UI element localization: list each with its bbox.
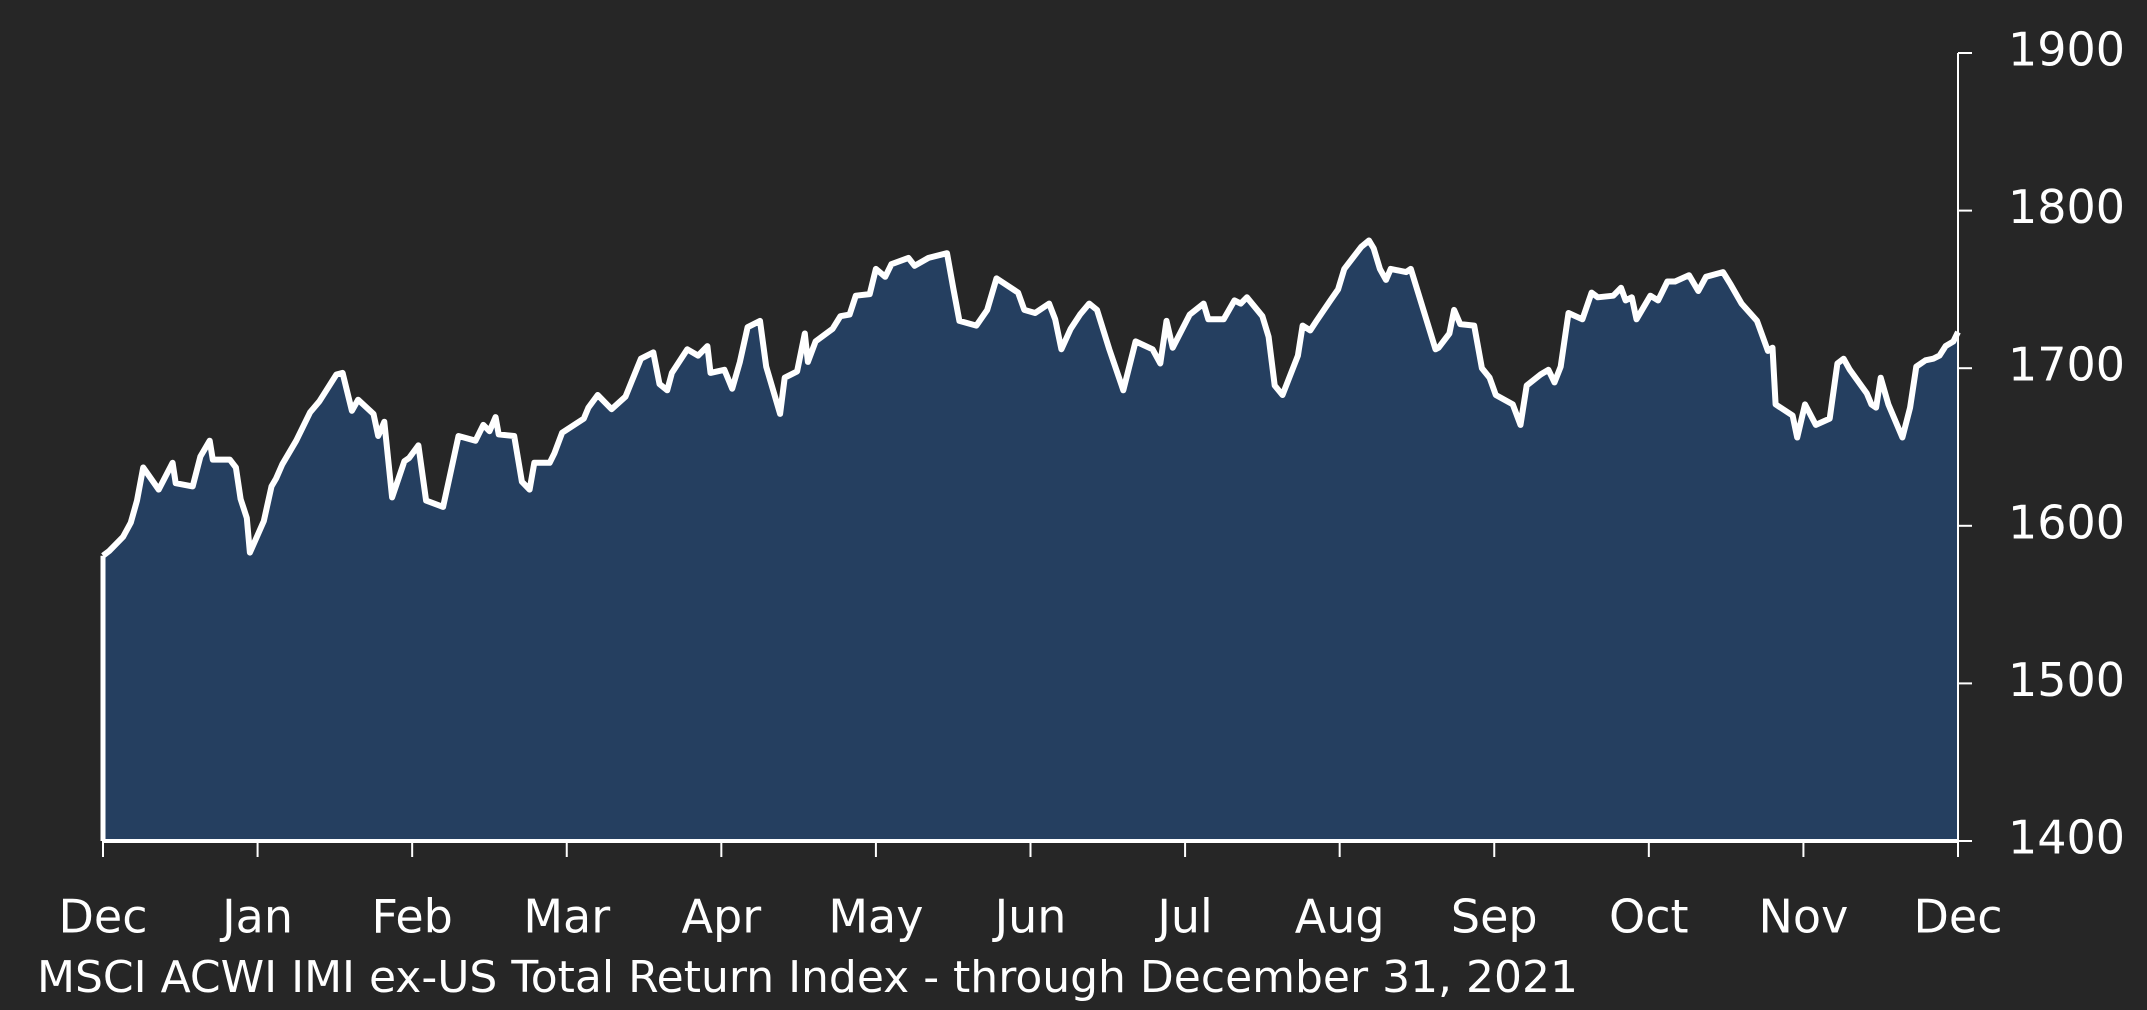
- y-tick-label: 1600: [2008, 495, 2125, 549]
- x-tick-label: Apr: [682, 890, 762, 944]
- line: [101, 237, 1961, 559]
- x-tick-label: Feb: [371, 890, 452, 944]
- x-tick-label: Dec: [1913, 890, 2002, 944]
- y-tick-label: 1700: [2008, 338, 2125, 392]
- x-tick-label: Jan: [219, 890, 293, 944]
- x-tick-label: Oct: [1609, 890, 1689, 944]
- x-tick-label: Dec: [58, 890, 147, 944]
- x-tick-label: May: [828, 890, 923, 944]
- x-tick-label: Sep: [1451, 890, 1538, 944]
- y-tick-label: 1800: [2008, 180, 2125, 234]
- y-tick-label: 1400: [2008, 811, 2125, 865]
- x-tick-label: Jun: [992, 890, 1067, 944]
- area-fill: [103, 240, 1958, 841]
- x-tick-label: Nov: [1759, 890, 1849, 944]
- y-tick-label: 1500: [2008, 653, 2125, 707]
- chart-title: MSCI ACWI IMI ex-US Total Return Index -…: [37, 952, 1578, 1003]
- x-tick-label: Jul: [1154, 890, 1213, 944]
- x-tick-label: Aug: [1295, 890, 1385, 944]
- y-tick-label: 1900: [2008, 23, 2125, 77]
- x-tick-label: Mar: [523, 890, 610, 944]
